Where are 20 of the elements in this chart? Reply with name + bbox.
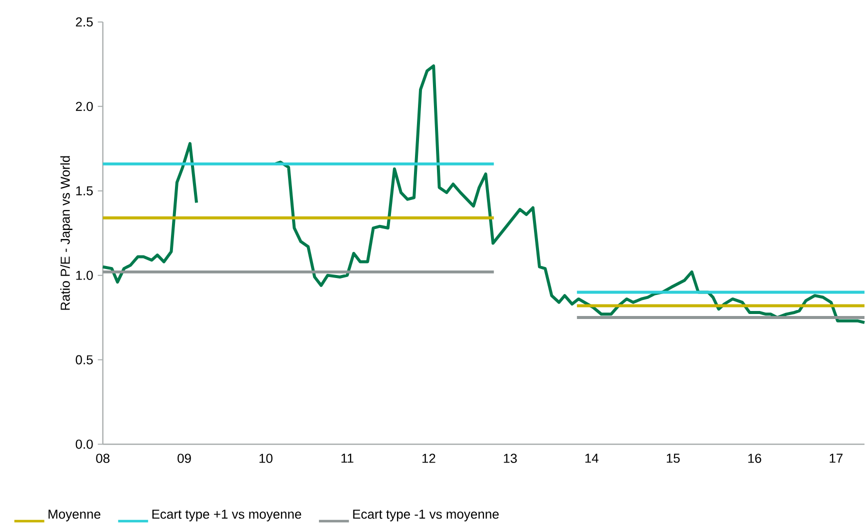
- x-tick-label: 11: [341, 454, 354, 463]
- x-tick-label: 08: [96, 454, 110, 464]
- y-tick-label: 1.5: [76, 186, 93, 196]
- legend-label: Moyenne: [48, 510, 100, 522]
- y-tick-label: 0.0: [76, 440, 93, 450]
- legend-label: Ecart type -1 vs moyenne: [353, 510, 499, 522]
- y-tick-label: 2.5: [76, 18, 93, 27]
- x-tick-label: 10: [260, 454, 272, 464]
- y-axis-title: Ratio P/E - Japan vs World: [60, 156, 72, 310]
- x-tick-label: 09: [178, 454, 191, 464]
- y-tick-label: 0.5: [76, 355, 93, 365]
- x-tick-label: 14: [585, 454, 598, 463]
- x-tick-label: 17: [830, 454, 843, 463]
- x-tick-label: 12: [422, 454, 436, 464]
- y-tick-label: 2.0: [76, 102, 93, 112]
- y-tick-label: 1.0: [76, 270, 93, 280]
- x-tick-label: 16: [748, 454, 762, 464]
- x-tick-label: 13: [504, 454, 517, 464]
- legend-label: Ecart type +1 vs moyenne: [152, 510, 302, 522]
- x-tick-label: 15: [666, 454, 680, 463]
